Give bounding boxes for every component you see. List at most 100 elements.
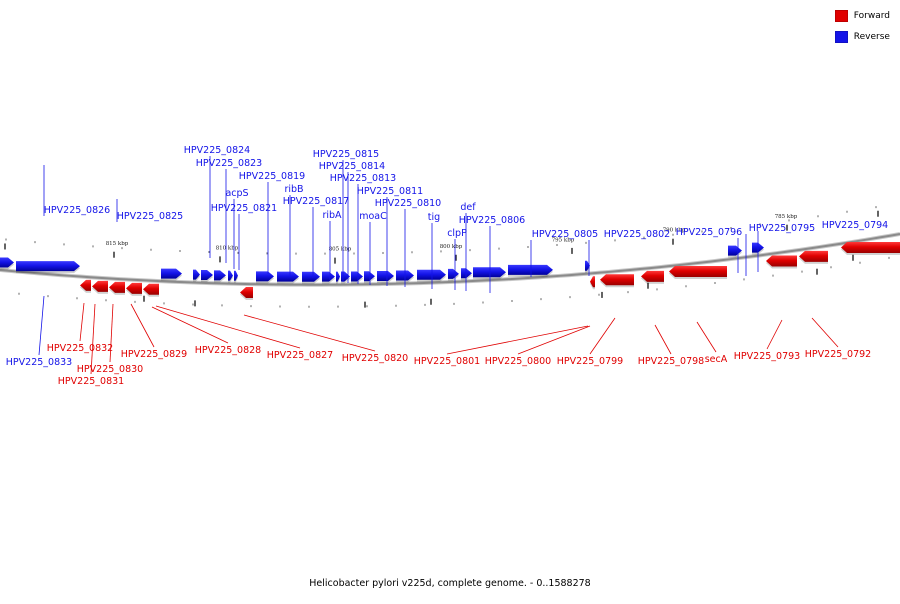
leader-line-hpv225-0831 [90,303,96,375]
legend-swatch-reverse [834,31,848,43]
reverse-gene-arrow [364,271,375,282]
gene-label-def: def [460,202,476,213]
gene-arrow-hpv225-0793 [766,255,797,267]
reverse-gene-arrow [0,257,14,268]
gene-arrow-hpv225-0806 [508,264,553,275]
scale-label-790-kbp: 790 kbp [663,228,686,234]
gene-arrow-moac [377,270,394,281]
gene-label-acps: acpS [225,188,248,199]
gene-label-clpp: clpP [447,228,467,239]
gene-label-hpv225-0792: HPV225_0792 [805,349,871,360]
gene-arrow-clpp [461,268,472,279]
gene-arrow-hpv225-0796 [728,245,742,256]
gene-label-hpv225-0831: HPV225_0831 [58,376,124,387]
scale-label-795-kbp: 795 kbp [552,238,575,244]
reverse-gene-arrow [16,261,80,272]
leader-line-hpv225-0801 [446,325,589,355]
gene-label-hpv225-0829: HPV225_0829 [121,349,187,360]
gene-arrow-hpv225-0831 [92,280,108,292]
scale-label-800-kbp: 800 kbp [440,244,463,250]
leader-line-hpv225-0830 [109,303,114,363]
gene-label-seca: secA [705,354,728,365]
gene-arrow-hpv225-0832 [80,279,91,291]
gene-label-hpv225-0821: HPV225_0821 [211,203,277,214]
gene-arrow-hpv225-0820 [240,287,253,299]
gene-label-hpv225-0833: HPV225_0833 [6,357,72,368]
leader-line-seca [696,321,717,353]
legend-item-forward[interactable]: Forward [834,9,890,23]
gene-arrow-acps [214,270,226,281]
gene-arrow-hpv225-0810 [417,269,446,280]
gene-label-tig: tig [428,212,440,223]
scale-label-810-kbp: 810 kbp [216,246,239,252]
leader-line-hpv225-0829 [130,303,155,348]
gene-label-hpv225-0795: HPV225_0795 [749,223,815,234]
gene-label-hpv225-0794: HPV225_0794 [822,220,888,231]
map-caption: Helicobacter pylori v225d, complete geno… [309,578,591,589]
gene-label-hpv225-0826: HPV225_0826 [44,205,110,216]
scale-label-815-kbp: 815 kbp [106,241,129,247]
legend-label-forward: Forward [853,11,890,21]
gene-label-hpv225-0819: HPV225_0819 [239,171,305,182]
gene-arrow-def [473,267,506,278]
legend-item-reverse[interactable]: Reverse [834,30,890,44]
gene-arrow-hpv225-0813 [351,271,363,282]
legend-swatch-forward [834,10,848,22]
leader-line-hpv225-0798 [654,324,672,355]
leader-line-hpv225-0800 [517,325,591,355]
gene-label-hpv225-0796: HPV225_0796 [676,227,742,238]
forward-gene-arrow [841,241,900,253]
leader-line-hpv225-0820 [243,314,376,352]
gene-arrow-hpv225-0815 [336,271,340,282]
scale-label-805-kbp: 805 kbp [329,247,352,253]
gene-label-hpv225-0811: HPV225_0811 [357,186,423,197]
gene-label-hpv225-0813: HPV225_0813 [330,173,396,184]
gene-arrow-hpv225-0819 [256,271,274,282]
gene-arrow-hpv225-0821 [228,270,233,281]
gene-arrow-hpv225-0792 [799,250,828,262]
gene-arrow-hpv225-0798 [641,270,664,282]
gene-label-hpv225-0820: HPV225_0820 [342,353,408,364]
gene-arrow-hpv225-0799 [600,274,634,286]
gene-label-hpv225-0824: HPV225_0824 [184,145,250,156]
leader-line-hpv225-0827 [155,305,301,349]
gene-arrow-seca [669,265,727,277]
gene-arrow-hpv225-0824 [193,269,200,280]
backbone-line [0,233,900,286]
gene-arrow-hpv225-0828 [143,283,159,295]
gene-label-hpv225-0805: HPV225_0805 [532,229,598,240]
gene-label-hpv225-0823: HPV225_0823 [196,158,262,169]
gene-label-hpv225-0806: HPV225_0806 [459,215,525,226]
gene-label-hpv225-0825: HPV225_0825 [117,211,183,222]
gene-label-hpv225-0802: HPV225_0802 [604,229,670,240]
gene-arrow-hpv225-0801 [590,276,595,288]
gene-label-hpv225-0798: HPV225_0798 [638,356,704,367]
gene-label-hpv225-0815: HPV225_0815 [313,149,379,160]
leader-line-hpv225-0833 [38,295,45,356]
leader-line-hpv225-0799 [589,317,616,355]
leader-line-hpv225-0792 [811,317,839,348]
gene-label-moac: moaC [359,211,387,222]
gene-arrow-hpv225-0829 [126,282,142,294]
gene-label-hpv225-0793: HPV225_0793 [734,351,800,362]
reverse-gene-arrow [234,270,238,281]
legend: Forward Reverse [834,9,890,51]
gene-arrow-hpv225-0817 [302,271,320,282]
leader-line-hpv225-0793 [766,319,783,350]
gene-label-hpv225-0828: HPV225_0828 [195,345,261,356]
gene-label-hpv225-0814: HPV225_0814 [319,161,385,172]
gene-label-hpv225-0799: HPV225_0799 [557,356,623,367]
gene-arrow-hpv225-0825 [161,268,182,279]
gene-arrow-tig [448,268,459,279]
gene-label-ribb: ribB [284,184,303,195]
gene-label-hpv225-0810: HPV225_0810 [375,198,441,209]
gene-arrow-hpv225-0830 [109,281,125,293]
gene-arrow-hpv225-0802 [585,260,590,271]
gene-label-hpv225-0817: HPV225_0817 [283,196,349,207]
gene-label-hpv225-0830: HPV225_0830 [77,364,143,375]
gene-label-hpv225-0801: HPV225_0801 [414,356,480,367]
leader-line-hpv225-0832 [79,302,85,342]
gene-arrow-hpv225-0814 [341,271,350,282]
